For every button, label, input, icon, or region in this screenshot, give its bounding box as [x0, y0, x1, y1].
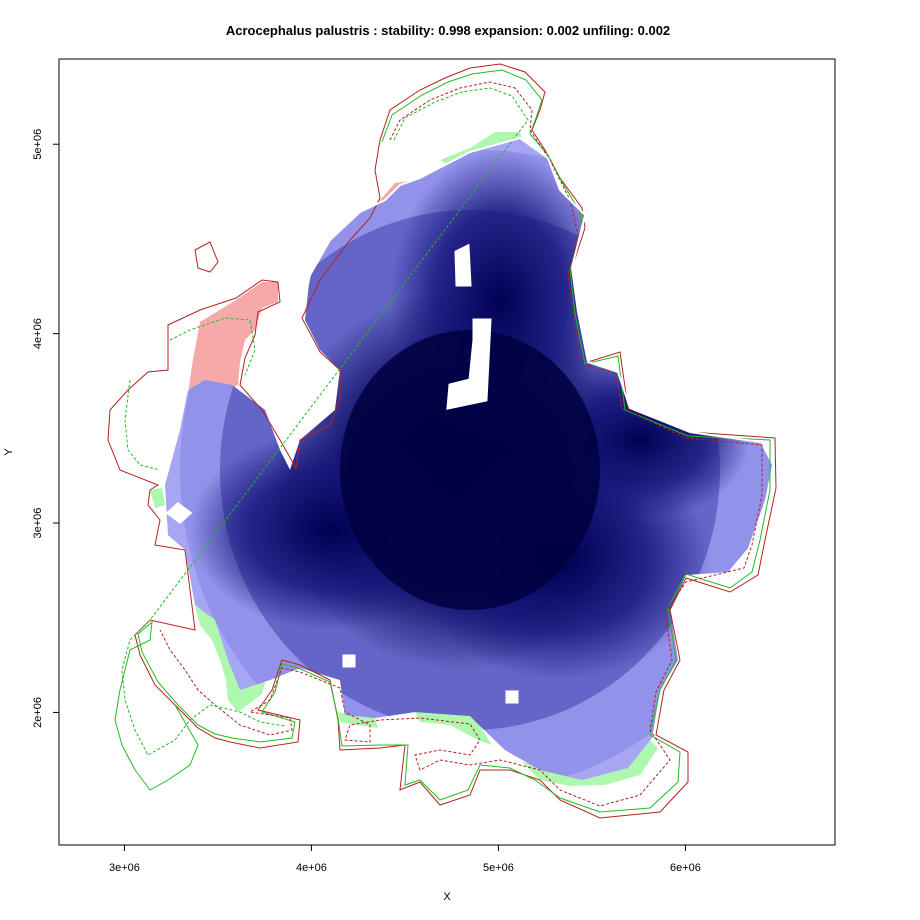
native-contour	[107, 63, 777, 819]
y-tick-label: 4e+06	[32, 318, 44, 349]
expansion-area	[415, 712, 492, 745]
native-contour	[194, 241, 219, 273]
niche-hole	[505, 690, 519, 704]
niche-hole	[454, 243, 472, 287]
expansion-area	[338, 712, 378, 728]
x-axis-label: X	[443, 891, 451, 903]
y-axis-label: Y	[3, 448, 15, 456]
niche-boundary	[299, 136, 761, 443]
x-tick-label: 3e+06	[109, 862, 140, 874]
niche-hole	[446, 318, 492, 410]
x-axis: 3e+06 4e+06 5e+06 6e+06	[109, 844, 701, 874]
y-axis: 2e+06 3e+06 4e+06 5e+06	[32, 129, 60, 728]
chart-title: Acrocephalus palustris : stability: 0.99…	[226, 23, 670, 38]
x-tick-label: 5e+06	[483, 862, 514, 874]
expansion-area	[522, 738, 658, 786]
expansion-area	[150, 488, 165, 508]
native-contour-dashed	[159, 81, 763, 807]
y-tick-label: 5e+06	[32, 129, 44, 160]
x-tick-label: 4e+06	[296, 862, 327, 874]
niche-hole	[342, 654, 356, 668]
invaded-contour	[114, 69, 771, 813]
invaded-contour-dashed	[121, 87, 529, 756]
plot-area	[107, 63, 777, 819]
y-tick-label: 2e+06	[32, 697, 44, 728]
x-tick-label: 6e+06	[670, 862, 701, 874]
y-tick-label: 3e+06	[32, 508, 44, 539]
niche-hole	[165, 502, 193, 524]
